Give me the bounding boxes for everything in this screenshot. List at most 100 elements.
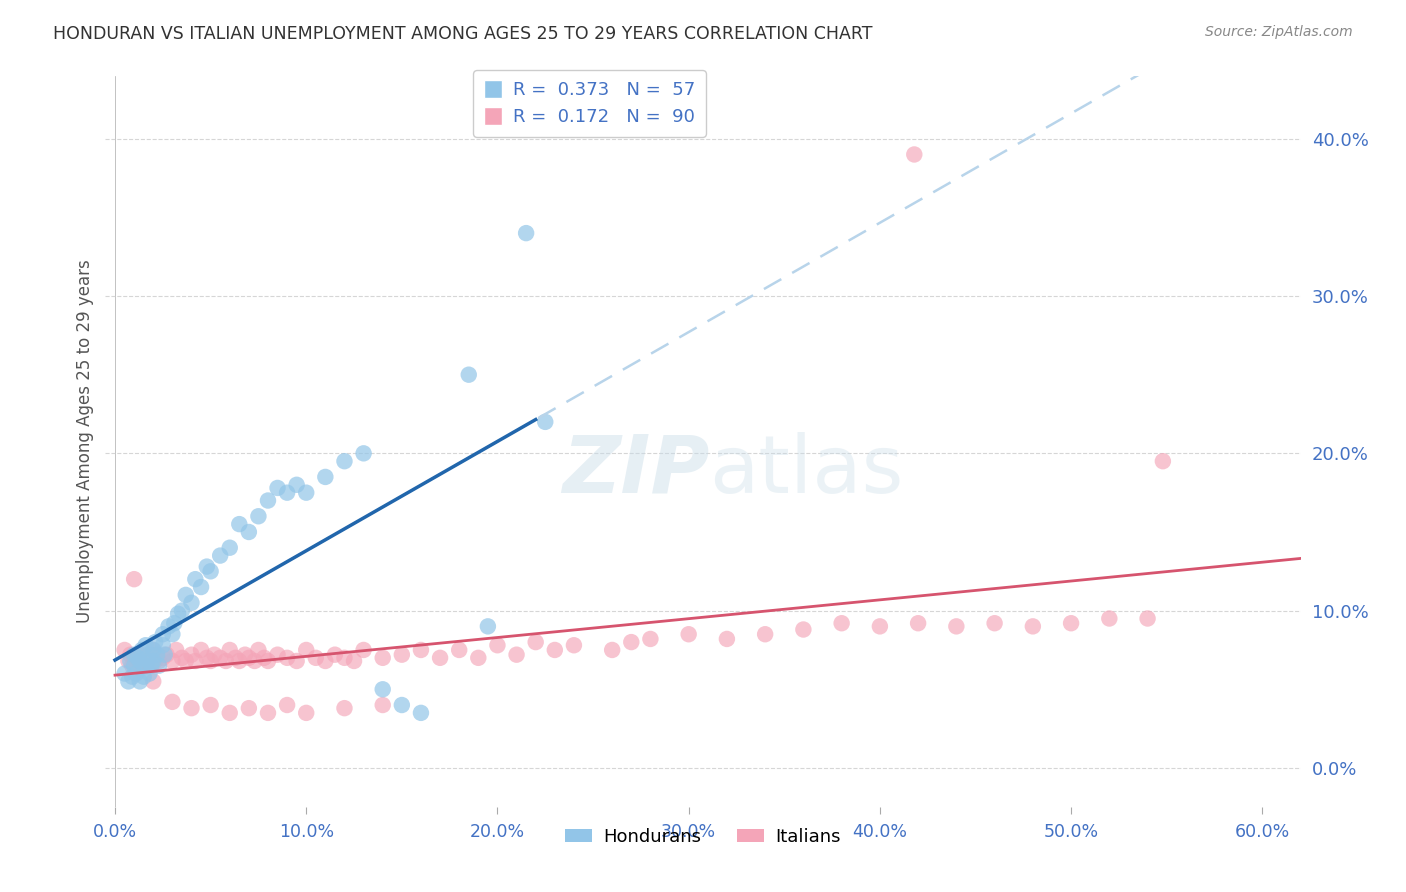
Point: [131, 654, 153, 668]
Point: [600, 643, 623, 657]
Point: [127, 650, 149, 665]
Point: [128, 648, 150, 662]
Point: [333, 650, 356, 665]
Point: [146, 648, 169, 662]
Point: [562, 638, 585, 652]
Point: [233, 648, 256, 662]
Point: [467, 650, 489, 665]
Point: [190, 643, 212, 657]
Point: [122, 650, 145, 665]
Point: [314, 654, 336, 668]
Point: [983, 616, 1005, 631]
Point: [174, 654, 197, 668]
Point: [716, 632, 738, 646]
Point: [457, 368, 479, 382]
Point: [120, 654, 142, 668]
Text: HONDURAN VS ITALIAN UNEMPLOYMENT AMONG AGES 25 TO 29 YEARS CORRELATION CHART: HONDURAN VS ITALIAN UNEMPLOYMENT AMONG A…: [53, 25, 873, 43]
Point: [276, 485, 298, 500]
Point: [247, 643, 270, 657]
Point: [142, 674, 165, 689]
Point: [295, 706, 318, 720]
Point: [117, 674, 139, 689]
Point: [122, 658, 145, 673]
Point: [285, 477, 308, 491]
Point: [449, 643, 471, 657]
Point: [200, 564, 222, 578]
Point: [184, 572, 207, 586]
Text: ZIP: ZIP: [561, 432, 709, 510]
Point: [238, 701, 260, 715]
Point: [276, 698, 298, 712]
Point: [257, 654, 280, 668]
Text: Source: ZipAtlas.com: Source: ZipAtlas.com: [1205, 25, 1353, 39]
Point: [831, 616, 853, 631]
Point: [163, 616, 186, 631]
Point: [138, 666, 160, 681]
Point: [152, 627, 174, 641]
Point: [333, 454, 356, 468]
Point: [162, 695, 184, 709]
Point: [128, 674, 150, 689]
Point: [353, 643, 375, 657]
Point: [218, 541, 240, 555]
Point: [122, 572, 145, 586]
Point: [165, 643, 187, 657]
Point: [162, 627, 184, 641]
Point: [409, 706, 432, 720]
Point: [228, 517, 250, 532]
Point: [243, 654, 266, 668]
Point: [121, 670, 143, 684]
Point: [117, 654, 139, 668]
Point: [792, 623, 814, 637]
Point: [907, 616, 929, 631]
Point: [238, 524, 260, 539]
Point: [314, 470, 336, 484]
Point: [218, 643, 240, 657]
Point: [353, 446, 375, 460]
Point: [148, 654, 170, 668]
Point: [620, 635, 643, 649]
Point: [409, 643, 432, 657]
Point: [141, 658, 163, 673]
Point: [122, 648, 145, 662]
Point: [209, 650, 232, 665]
Point: [754, 627, 776, 641]
Point: [869, 619, 891, 633]
Point: [146, 648, 169, 662]
Point: [180, 648, 202, 662]
Point: [295, 485, 318, 500]
Point: [343, 654, 366, 668]
Point: [120, 648, 142, 662]
Point: [333, 701, 356, 715]
Point: [247, 509, 270, 524]
Point: [128, 654, 150, 668]
Point: [204, 648, 226, 662]
Point: [218, 706, 240, 720]
Point: [180, 596, 202, 610]
Point: [200, 654, 222, 668]
Legend: Hondurans, Italians: Hondurans, Italians: [558, 821, 848, 853]
Point: [174, 588, 197, 602]
Point: [142, 643, 165, 657]
Point: [184, 654, 207, 668]
Point: [195, 650, 218, 665]
Point: [276, 650, 298, 665]
Point: [132, 658, 155, 673]
Point: [190, 580, 212, 594]
Point: [136, 648, 159, 662]
Point: [371, 698, 394, 712]
Point: [1022, 619, 1045, 633]
Point: [515, 226, 537, 240]
Point: [224, 650, 246, 665]
Point: [114, 643, 136, 657]
Point: [305, 650, 328, 665]
Point: [371, 682, 394, 697]
Point: [195, 559, 218, 574]
Point: [678, 627, 700, 641]
Point: [1136, 611, 1159, 625]
Point: [903, 147, 925, 161]
Point: [640, 632, 662, 646]
Point: [180, 701, 202, 715]
Point: [391, 648, 413, 662]
Point: [138, 654, 160, 668]
